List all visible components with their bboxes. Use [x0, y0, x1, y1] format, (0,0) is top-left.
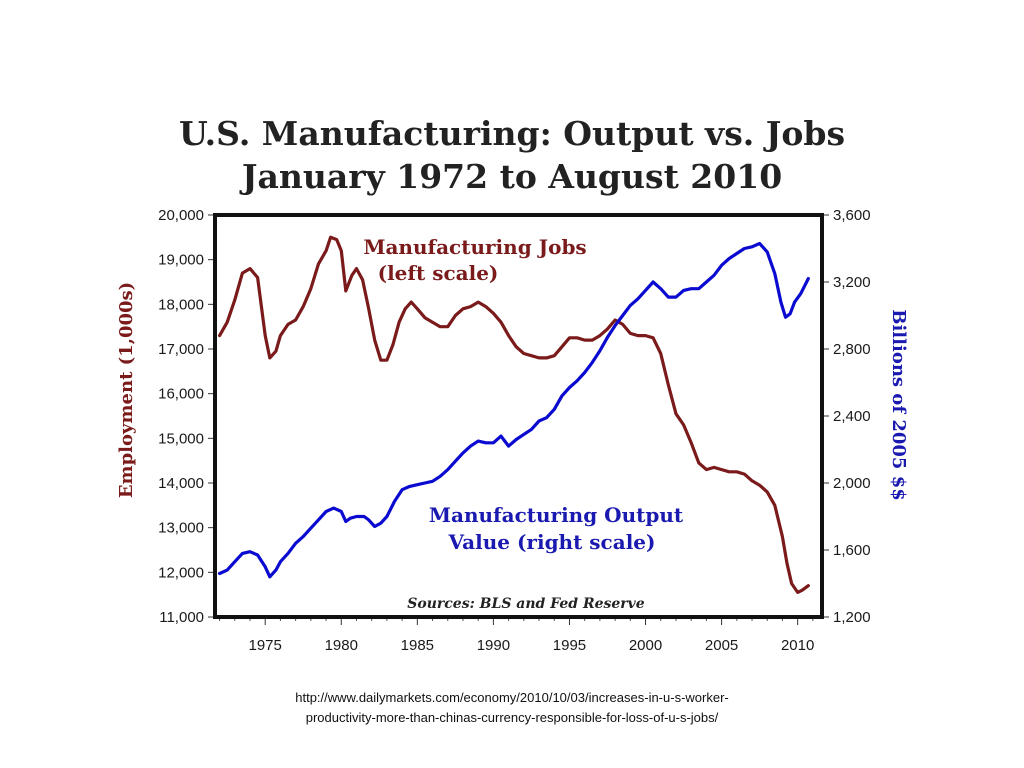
right-axis-title: Billions of 2005 $$ [888, 309, 909, 501]
right-tick-label-5: 3,200 [833, 274, 871, 291]
x-tick-label-4: 1995 [553, 637, 586, 654]
left-tick-label-9: 20,000 [158, 207, 204, 224]
chart-subtitle: January 1972 to August 2010 [241, 157, 783, 196]
x-tick-label-1: 1980 [325, 637, 358, 654]
axes-layer: 11,000 12,000 13,000 14,000 15,000 16,000 17,0… [158, 207, 870, 654]
jobs-annotation-line2: (left scale) [378, 261, 499, 285]
left-tick-label-7: 18,000 [158, 296, 204, 313]
plot-area [215, 215, 822, 617]
jobs-annotation-line1: Manufacturing Jobs [363, 235, 586, 259]
x-tick-label-7: 2010 [781, 637, 814, 654]
left-tick-label-6: 17,000 [158, 341, 204, 358]
x-tick-label-3: 1990 [477, 637, 510, 654]
x-tick-label-0: 1975 [249, 637, 282, 654]
x-tick-label-5: 2000 [629, 637, 662, 654]
output-annotation-line1: Manufacturing Output [429, 503, 684, 527]
chart-title-block: U.S. Manufacturing: Output vs. Jobs Janu… [0, 112, 1024, 198]
left-tick-label-0: 11,000 [159, 609, 204, 626]
sources-note: Sources: BLS and Fed Reserve [407, 596, 645, 612]
right-tick-label-1: 1,600 [833, 542, 871, 559]
annotation-layer: Manufacturing Jobs (left scale) Manufact… [363, 235, 684, 612]
left-tick-label-1: 12,000 [158, 564, 204, 581]
right-tick-label-3: 2,400 [833, 408, 871, 425]
source-url-line2: productivity-more-than-chinas-currency-r… [305, 710, 719, 725]
left-tick-label-2: 13,000 [158, 520, 204, 537]
x-tick-label-6: 2005 [705, 637, 738, 654]
source-url: http://www.dailymarkets.com/economy/2010… [0, 688, 1024, 728]
right-tick-label-2: 2,000 [833, 475, 871, 492]
left-tick-label-8: 19,000 [158, 252, 204, 269]
series-line-jobs [218, 235, 810, 594]
right-tick-label-0: 1,200 [833, 609, 871, 626]
right-tick-label-6: 3,600 [833, 207, 871, 224]
chart-title: U.S. Manufacturing: Output vs. Jobs [178, 114, 846, 153]
left-axis-title: Employment (1,000s) [116, 282, 137, 498]
plot-frame [213, 213, 824, 619]
x-tick-label-2: 1985 [401, 637, 434, 654]
source-url-line1: http://www.dailymarkets.com/economy/2010… [295, 690, 729, 705]
left-tick-label-5: 16,000 [158, 386, 204, 403]
right-tick-label-4: 2,800 [833, 341, 871, 358]
left-tick-label-4: 15,000 [158, 430, 204, 447]
frame-layer [213, 213, 824, 619]
output-annotation-line2: Value (right scale) [448, 530, 656, 554]
left-tick-label-3: 14,000 [158, 475, 204, 492]
series-line-output [218, 241, 810, 579]
series-layer [218, 235, 810, 594]
